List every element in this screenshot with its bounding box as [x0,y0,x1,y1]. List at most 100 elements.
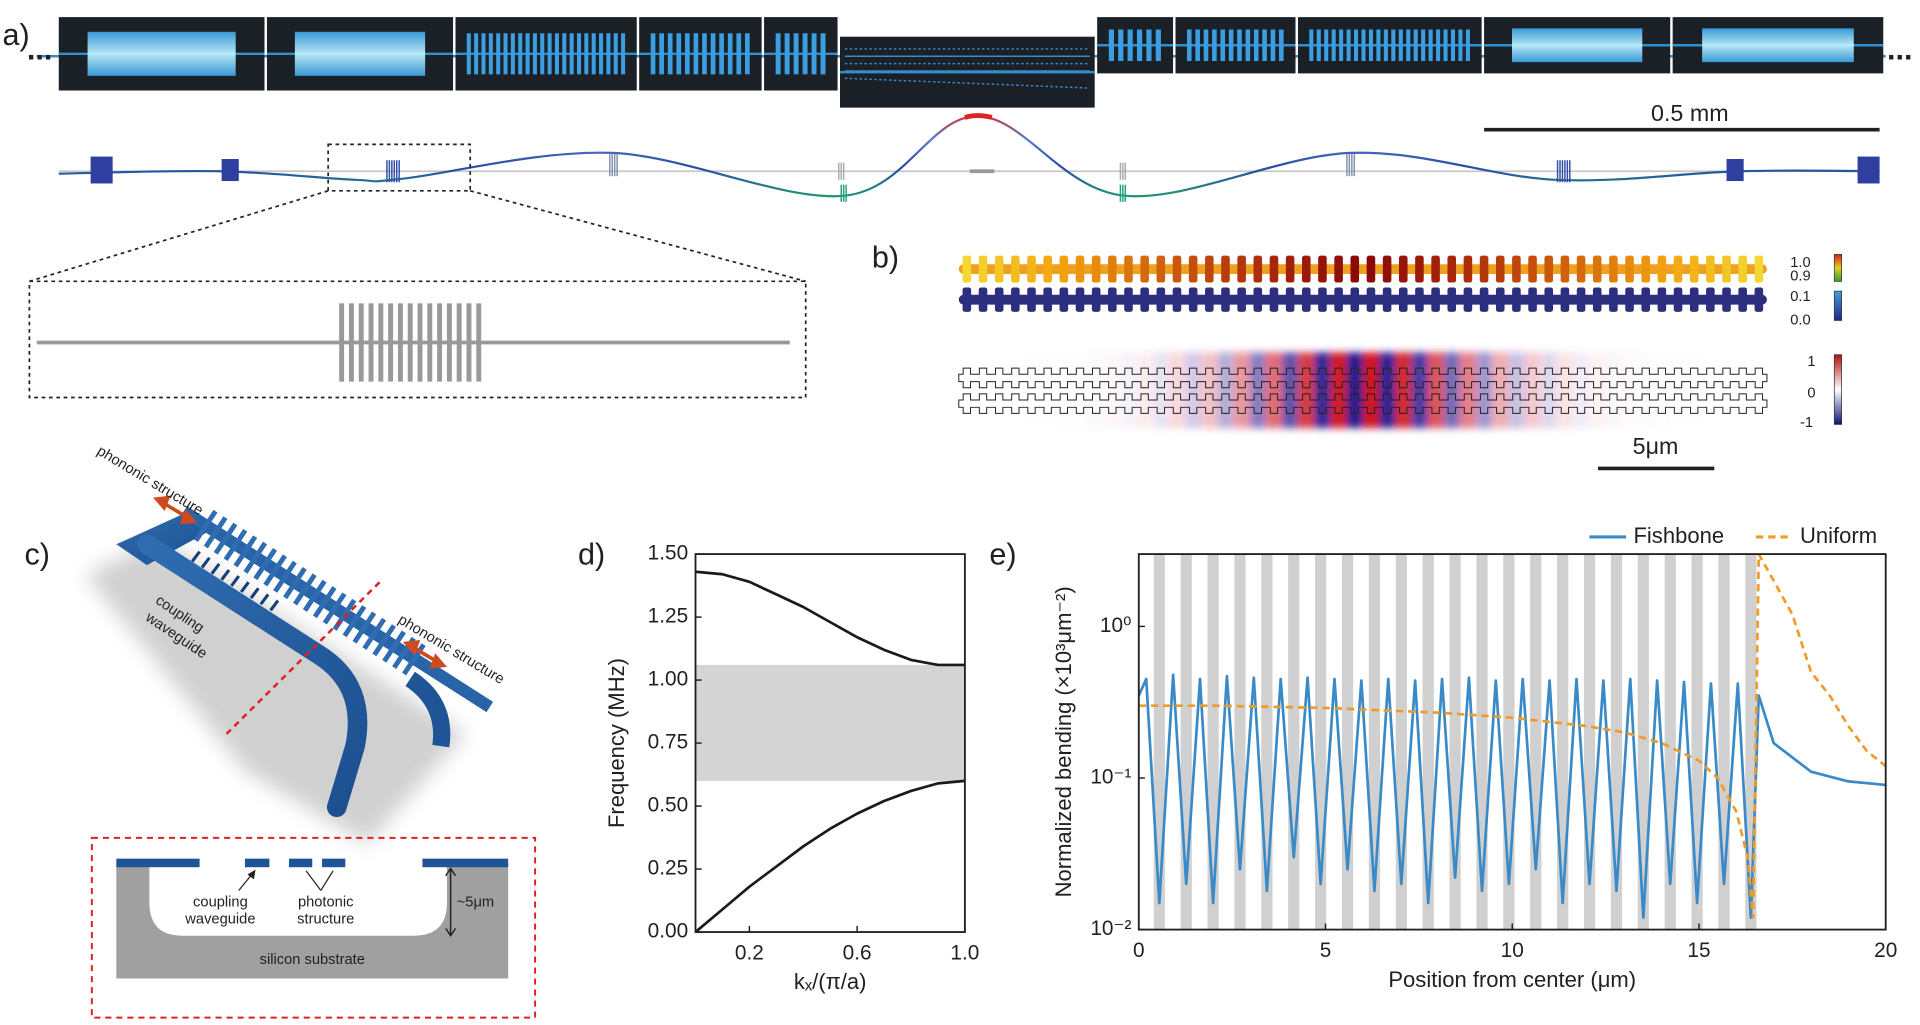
rib [1350,287,1360,312]
rib-image [1309,29,1314,62]
y-axis-label: Frequency (MHz) [604,658,629,828]
cavity-image [1702,28,1854,63]
stripe [1691,554,1703,930]
line-image [844,77,1090,89]
rib [437,303,443,382]
rib-image [599,33,604,75]
rib [1609,287,1618,312]
rib [1689,255,1699,283]
device-layer [322,858,346,868]
field-stripe [1605,352,1621,428]
rib [994,287,1004,312]
rib-image [736,33,742,75]
zoom-box [327,143,472,192]
rib-image [1398,29,1403,62]
rib [1188,255,1198,283]
field-stripe [1201,352,1218,429]
rib-image [1324,29,1329,62]
data-line [695,570,965,667]
rib [466,303,472,382]
stripe [1395,554,1407,930]
rib-image [1237,29,1242,62]
field-stripe [1120,352,1137,429]
y-tick-label: 0.75 [648,731,689,754]
rib-image [621,33,626,75]
field-stripe [1104,352,1120,428]
x-tick-label: 0.2 [735,942,764,965]
rib [962,287,972,312]
rib-image [474,33,479,75]
rib [1479,255,1489,283]
rib [1738,255,1747,283]
rib-image [1279,29,1284,62]
rib [322,592,347,625]
rib [1592,287,1602,312]
pointer [305,870,334,891]
y-tick-label: 0.00 [648,920,689,943]
rib-image [1186,29,1192,62]
stripe [1557,554,1569,930]
rib-image [540,33,545,75]
device-layer [116,858,200,868]
colorbar-label: 1.0 [1790,255,1810,271]
data-line [1138,554,1886,919]
rib [253,548,278,581]
rib [1495,255,1505,283]
rib [1657,255,1667,283]
rib [1366,255,1376,283]
x-tick-label: 1.0 [950,942,979,965]
field-stripe [1136,352,1153,429]
rib-image [547,33,552,75]
rib-image [1118,29,1124,62]
rib [1609,255,1618,283]
x-tick-label: 5 [1320,939,1332,962]
rib-image [510,33,515,75]
rib-image [532,33,537,75]
field-stripe [1185,352,1202,429]
rib [1544,255,1554,283]
rib [352,611,377,644]
zoom-line [469,189,806,283]
rib [1463,255,1473,283]
rib-image [1465,29,1470,62]
rib [456,303,462,382]
rib-image [784,33,790,75]
rib [1091,255,1101,283]
field-stripe [1040,352,1056,428]
rib [283,567,307,600]
rib [1237,255,1246,283]
rib [1059,255,1069,283]
rib-image [727,33,733,75]
stripe [1261,554,1273,930]
rib-image [1127,29,1133,62]
rib-image [1413,29,1418,62]
rib-image [650,33,656,75]
rib [1221,287,1230,312]
rib [342,605,367,638]
rib [1156,287,1166,312]
stripe [1637,554,1649,930]
hole [269,599,280,612]
rib-image [591,33,596,75]
rib [339,303,345,382]
panel-label: e) [989,538,1016,572]
rib [1431,255,1440,283]
rib-image [1436,29,1441,62]
rib-image [793,33,799,75]
rib [1673,287,1683,312]
field-stripe [1314,352,1331,429]
rib-image [562,33,567,75]
stripe [1153,554,1165,930]
cavity-image [87,31,236,76]
colorbar-label: 0.9 [1790,268,1810,284]
field-stripe [1702,352,1718,428]
rib [263,554,287,587]
hole [230,575,240,587]
mirror [1726,159,1744,182]
field-stripe [1508,352,1525,429]
rib [1722,287,1731,312]
legend-label: Uniform [1800,523,1877,548]
rib-image [684,33,690,75]
rib-image [1406,29,1411,62]
